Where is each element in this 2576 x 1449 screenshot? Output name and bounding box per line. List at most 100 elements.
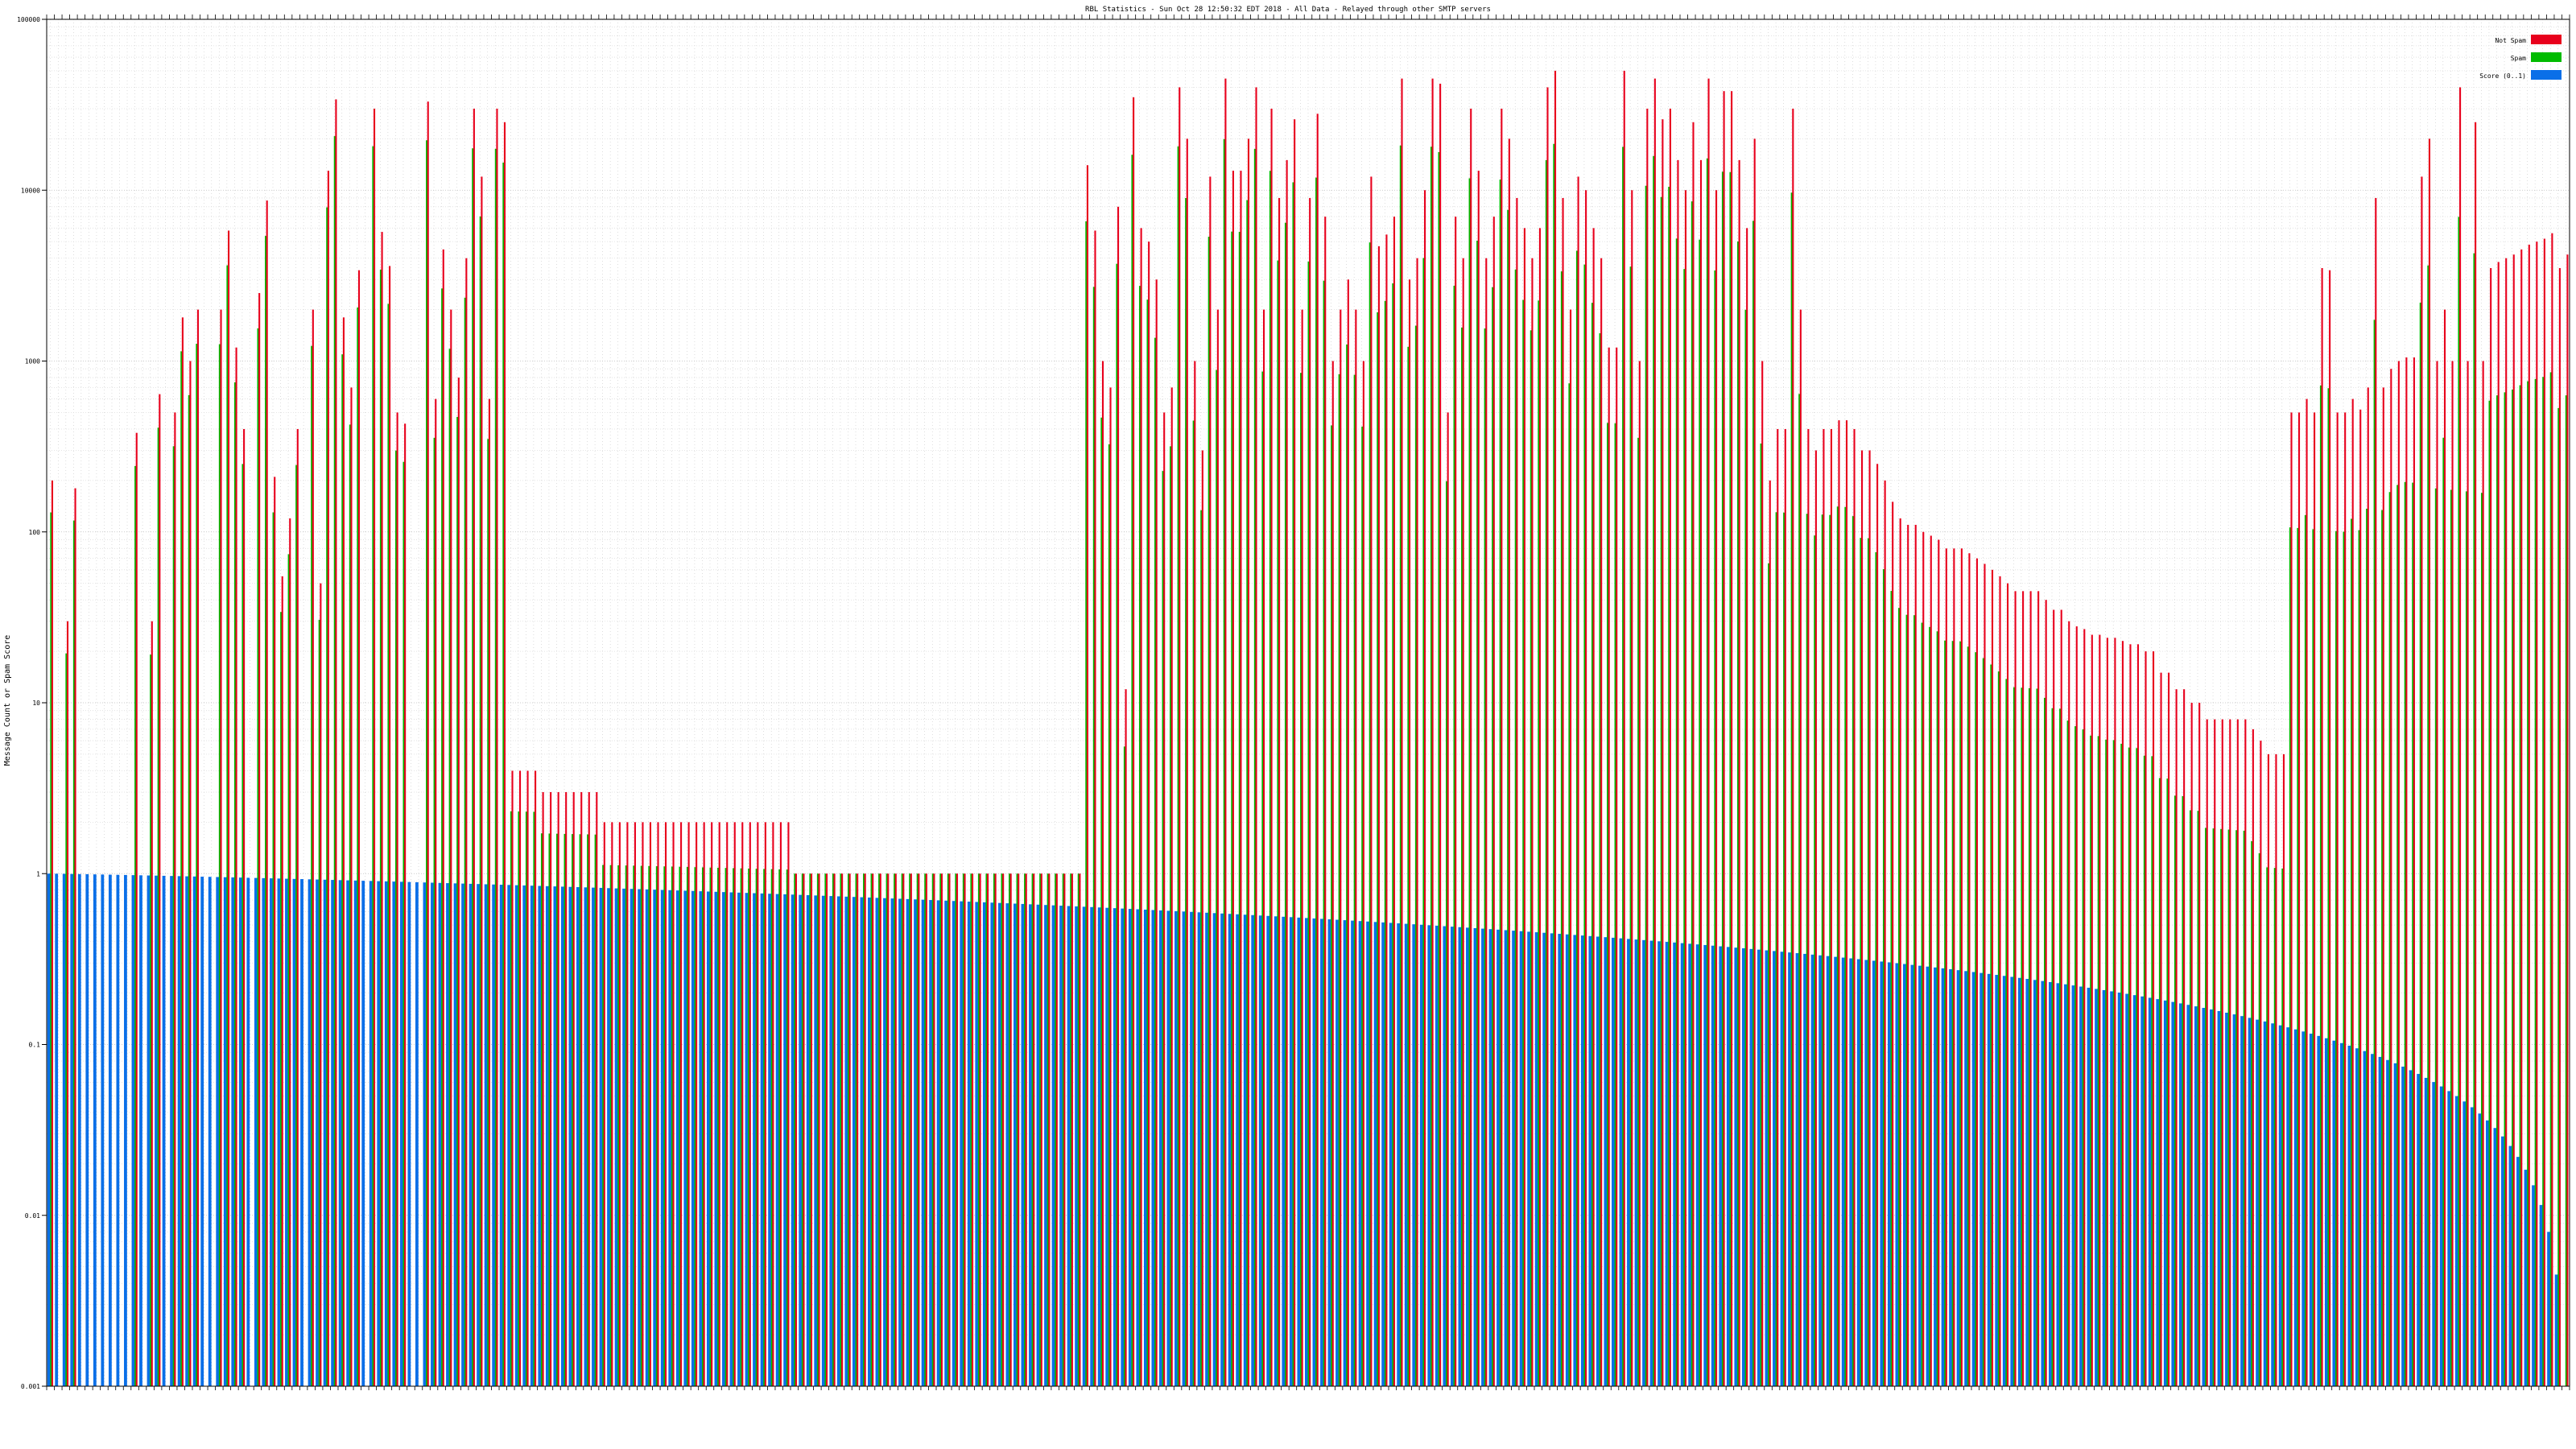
not-spam-bar (159, 394, 161, 1386)
not-spam-bar (2267, 753, 2269, 1386)
score-bar (155, 875, 158, 1386)
spam-bar (2496, 395, 2499, 1386)
score-bar (177, 876, 181, 1386)
spam-bar (2465, 491, 2468, 1386)
spam-bar (1760, 443, 1762, 1386)
spam-bar (525, 811, 527, 1386)
not-spam-bar (1262, 309, 1265, 1386)
not-spam-bar (1899, 518, 1901, 1386)
spam-bar (1875, 551, 1877, 1386)
not-spam-bar (1186, 138, 1188, 1386)
not-spam-bar (389, 266, 391, 1386)
not-spam-bar (810, 873, 813, 1386)
not-spam-bar (2344, 412, 2347, 1387)
not-spam-bar (296, 428, 299, 1386)
spam-bar (1844, 506, 1847, 1387)
not-spam-bar (2206, 719, 2208, 1386)
not-spam-bar (588, 791, 590, 1386)
not-spam-bar (327, 171, 329, 1386)
score-bar (392, 881, 396, 1386)
spam-bar (402, 461, 405, 1386)
score-bar (706, 891, 710, 1386)
score-bar (270, 878, 273, 1386)
not-spam-bar (2443, 309, 2446, 1386)
spam-bar (1361, 426, 1364, 1387)
not-spam-bar (2421, 176, 2423, 1386)
score-bar (1128, 909, 1132, 1386)
spam-bar (931, 873, 934, 1386)
spam-bar (1246, 200, 1249, 1386)
not-spam-bar (342, 317, 345, 1387)
spam-bar (755, 869, 758, 1386)
not-spam-bar (1063, 873, 1066, 1386)
spam-bar (433, 437, 436, 1386)
score-bar (1059, 906, 1063, 1386)
spam-bar (847, 873, 850, 1386)
score-bar (2363, 1051, 2367, 1386)
y-tick-label: 0.1 (29, 1042, 41, 1049)
spam-bar (1070, 873, 1072, 1386)
not-spam-bar (1232, 171, 1234, 1386)
spam-bar (2258, 852, 2260, 1386)
score-bar (836, 896, 840, 1386)
not-spam-bar (972, 873, 974, 1386)
score-bar (192, 876, 196, 1386)
score-bar (1389, 923, 1393, 1386)
not-spam-bar (1570, 309, 1572, 1386)
score-bar (1366, 921, 1370, 1386)
spam-bar (1706, 158, 1708, 1387)
score-bar (507, 885, 511, 1386)
spam-bar (2549, 372, 2552, 1387)
not-spam-bar (2428, 138, 2431, 1386)
not-spam-bar (2068, 621, 2070, 1386)
score-bar (1795, 953, 1799, 1386)
score-bar (638, 889, 642, 1386)
not-spam-bar (1133, 97, 1135, 1386)
score-bar (1021, 903, 1025, 1386)
score-bar (2263, 1021, 2267, 1386)
not-spam-bar (135, 432, 138, 1386)
score-bar (1971, 972, 1975, 1386)
score-bar (1956, 970, 1960, 1386)
spam-bar (1062, 873, 1064, 1386)
not-spam-bar (1002, 873, 1005, 1386)
not-spam-bar (818, 873, 820, 1386)
spam-bar (1729, 171, 1732, 1387)
y-tick-label: 10 (32, 700, 40, 707)
score-bar (2462, 1101, 2467, 1386)
score-bar (2025, 979, 2029, 1386)
spam-bar (494, 148, 497, 1386)
score-bar (737, 892, 741, 1386)
spam-bar (671, 866, 673, 1386)
not-spam-bar (2314, 412, 2316, 1387)
spam-bar (2066, 720, 2069, 1386)
score-bar (1634, 939, 1638, 1386)
score-bar (1320, 919, 1323, 1386)
not-spam-bar (2029, 591, 2032, 1386)
not-spam-bar (1516, 197, 1518, 1386)
spam-bar (72, 520, 75, 1386)
spam-bar (1131, 155, 1133, 1386)
not-spam-bar (779, 822, 782, 1386)
spam-bar (993, 873, 996, 1386)
score-bar (2087, 987, 2091, 1386)
not-spam-bar (1922, 531, 1925, 1386)
score-bar (162, 875, 166, 1386)
spam-bar (2319, 385, 2322, 1386)
score-bar (139, 875, 142, 1386)
not-spam-bar (503, 122, 506, 1386)
spam-bar (287, 554, 290, 1386)
score-bar (1496, 929, 1500, 1386)
not-spam-bar (795, 873, 798, 1386)
spam-bar (2434, 488, 2437, 1386)
not-spam-bar (181, 317, 184, 1387)
not-spam-bar (940, 873, 943, 1386)
not-spam-bar (596, 791, 598, 1386)
not-spam-bar (2528, 244, 2530, 1387)
spam-bar (939, 873, 942, 1386)
score-bar (645, 889, 649, 1386)
spam-bar (686, 866, 689, 1386)
not-spam-bar (2022, 591, 2025, 1386)
not-spam-bar (1884, 480, 1886, 1386)
spam-bar (1568, 383, 1571, 1386)
